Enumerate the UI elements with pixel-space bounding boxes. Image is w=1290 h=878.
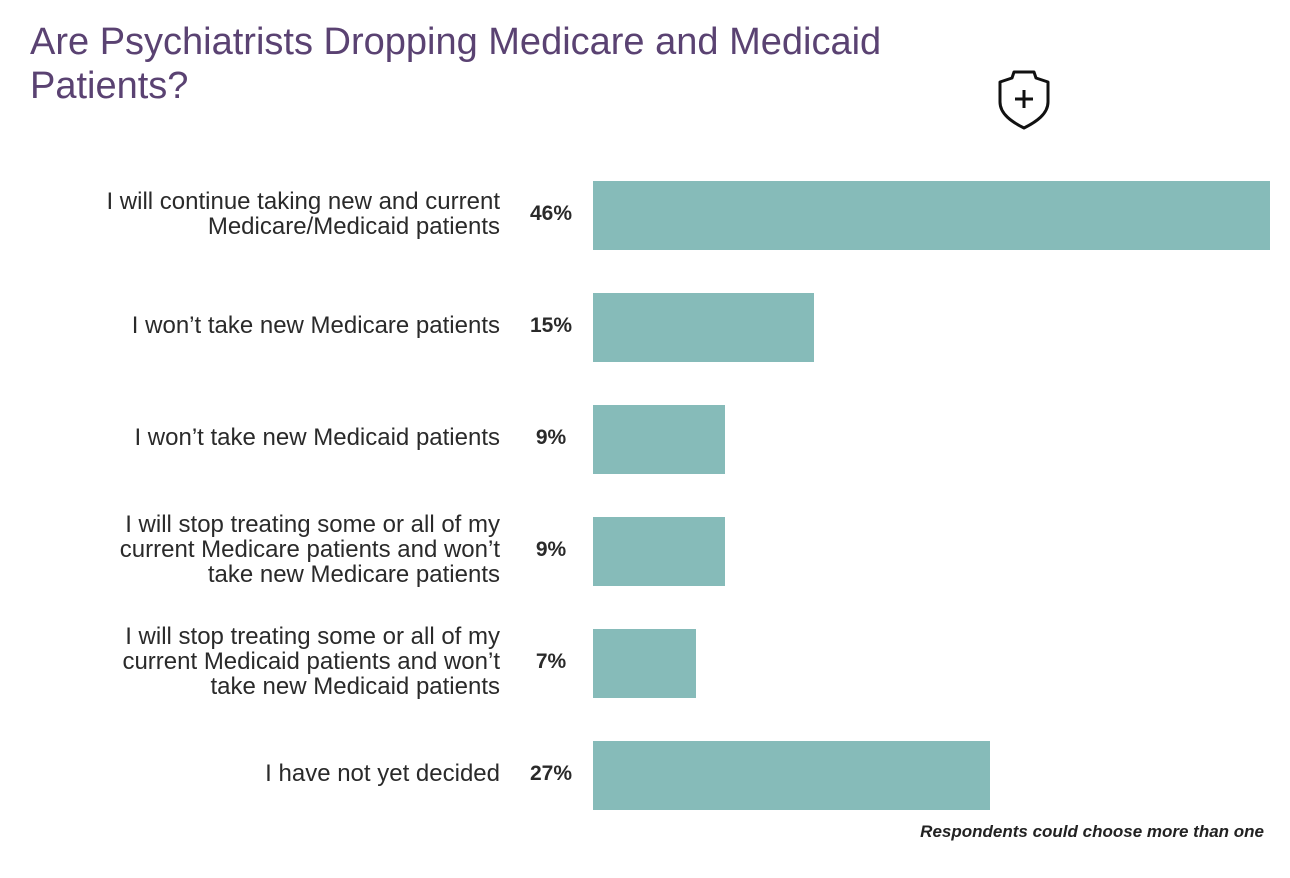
value-label: 9% [535,426,567,449]
bar [593,293,814,362]
value-label: 9% [535,538,567,561]
category-label: I won’t take new Medicaid patients [134,424,500,451]
value-label: 7% [535,650,567,673]
bar [593,517,726,586]
value-label: 15% [529,314,573,337]
bar [593,741,991,810]
bar [593,181,1270,250]
bar [593,629,697,698]
value-label: 46% [529,202,573,225]
category-label: I will continue taking new and current Me… [106,188,500,240]
category-label: I have not yet decided [265,760,500,787]
chart-annotation: Respondents could choose more than one [920,822,1264,841]
shield-plus-icon [998,70,1050,130]
bar [593,405,726,474]
category-label: I will stop treating some or all of my cu… [122,623,500,700]
category-label: I won’t take new Medicare patients [131,312,500,339]
chart-title: Are Psychiatrists Dropping Medicare and … [30,21,882,107]
category-label: I will stop treating some or all of my cu… [119,511,500,588]
value-label: 27% [529,762,573,785]
